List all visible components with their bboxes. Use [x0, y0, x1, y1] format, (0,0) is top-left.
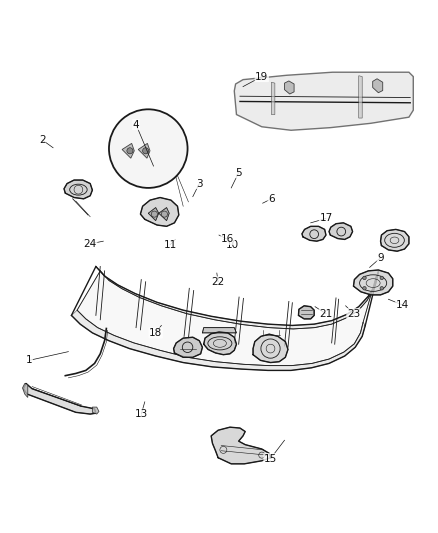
Polygon shape — [298, 306, 314, 319]
Text: 19: 19 — [255, 71, 268, 82]
Polygon shape — [96, 266, 378, 329]
Text: 13: 13 — [134, 409, 148, 419]
Text: 15: 15 — [264, 454, 277, 464]
Polygon shape — [359, 76, 362, 118]
Text: 9: 9 — [377, 253, 384, 263]
Polygon shape — [202, 328, 237, 333]
Polygon shape — [122, 143, 134, 158]
Polygon shape — [302, 227, 326, 241]
Polygon shape — [329, 223, 353, 239]
Polygon shape — [234, 72, 413, 130]
Polygon shape — [173, 337, 202, 357]
Text: 17: 17 — [319, 214, 332, 223]
Text: 10: 10 — [226, 240, 239, 249]
Polygon shape — [159, 207, 169, 221]
Polygon shape — [138, 143, 150, 158]
Polygon shape — [141, 198, 179, 227]
Text: 21: 21 — [319, 309, 332, 319]
Circle shape — [363, 287, 366, 290]
Polygon shape — [381, 229, 409, 251]
Circle shape — [109, 109, 187, 188]
Text: 24: 24 — [84, 239, 97, 249]
Polygon shape — [23, 384, 96, 414]
Text: 5: 5 — [235, 168, 242, 177]
Text: 16: 16 — [221, 235, 234, 245]
Polygon shape — [272, 82, 275, 115]
Text: 22: 22 — [212, 277, 225, 287]
Polygon shape — [22, 384, 28, 398]
Circle shape — [143, 148, 149, 154]
Text: 2: 2 — [39, 135, 46, 145]
Polygon shape — [64, 180, 92, 199]
Text: 1: 1 — [26, 356, 32, 365]
Text: 4: 4 — [133, 119, 139, 130]
Polygon shape — [148, 207, 159, 221]
Polygon shape — [285, 81, 294, 94]
Circle shape — [161, 211, 167, 217]
Polygon shape — [253, 334, 288, 362]
Polygon shape — [204, 332, 237, 354]
Circle shape — [151, 211, 157, 217]
Circle shape — [363, 276, 366, 280]
Circle shape — [380, 276, 384, 280]
Circle shape — [127, 148, 133, 154]
Polygon shape — [373, 79, 383, 93]
Text: 14: 14 — [396, 300, 409, 310]
Polygon shape — [353, 270, 393, 295]
Text: 6: 6 — [268, 194, 275, 204]
Text: 3: 3 — [196, 179, 203, 189]
Polygon shape — [92, 407, 99, 414]
Polygon shape — [77, 271, 376, 366]
Text: 18: 18 — [149, 328, 162, 338]
Polygon shape — [211, 427, 271, 464]
Text: 23: 23 — [347, 309, 360, 319]
Polygon shape — [71, 310, 365, 370]
Text: 11: 11 — [163, 240, 177, 249]
Circle shape — [380, 287, 384, 290]
